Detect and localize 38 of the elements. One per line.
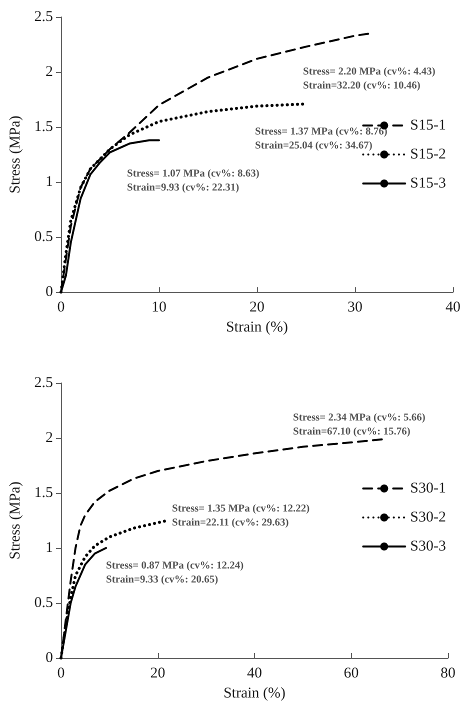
y-tick-label: 1.5 [34,485,53,501]
legend-label: S15-1 [410,118,446,134]
legend-label: S30-3 [410,538,446,554]
annotation: Stress= 1.37 MPa (cv%: 8.76) Strain=25.04 (cv%: 34.67) [255,126,388,152]
annotation: Stress= 1.35 MPa (cv%: 12.22) Strain=22.11 (cv%: 29.63) [172,504,310,528]
x-tick-label: 0 [57,300,65,316]
y-tick-label: 2 [46,64,53,80]
annotation: Stress= 2.34 MPa (cv%: 5.66) Strain=67.10 (cv%: 15.76) [293,412,426,438]
annotation: Stress= 2.20 MPa (cv%: 4.43) Strain=32.20 (cv%: 10.46) [303,66,436,92]
x-tick-label: 0 [57,666,65,682]
y-tick-label: 0.5 [34,229,53,246]
x-tick-label: 40 [247,666,262,682]
legend-label: S15-3 [410,176,446,192]
x-tick-label: 30 [348,300,362,316]
x-tick-label: 60 [344,666,359,682]
y-tick-label: 0 [46,650,53,666]
x-tick-label: 40 [446,300,460,316]
y-tick-label: 1.5 [34,119,53,136]
x-tick-label: 20 [150,666,166,682]
y-tick-label: 2.5 [34,9,53,25]
x-axis-title: Strain (%) [223,685,286,702]
x-axis-title: Strain (%) [226,320,288,336]
x-tick-label: 80 [440,666,456,682]
y-tick-label: 0.5 [34,595,53,611]
legend-label: S15-2 [410,146,446,162]
y-axis-title: Stress (MPa) [8,116,24,194]
y-tick-label: 0 [46,284,53,300]
y-tick-label: 2.5 [34,375,53,391]
annotation: Stress= 1.07 MPa (cv%: 8.63) Strain=9.93 (cv%: 22.31) [127,168,260,194]
y-tick-label: 1 [46,540,53,556]
x-tick-label: 10 [152,300,166,316]
y-tick-label: 1 [46,174,53,190]
y-tick-label: 2 [46,430,53,446]
legend-label: S30-1 [410,480,446,496]
legend-label: S30-2 [410,510,446,526]
x-tick-label: 20 [250,300,264,316]
annotation: Stress= 0.87 MPa (cv%: 12.24) Strain=9.33 (cv%: 20.65) [106,560,244,586]
y-axis-title: Stress (MPa) [8,482,24,560]
